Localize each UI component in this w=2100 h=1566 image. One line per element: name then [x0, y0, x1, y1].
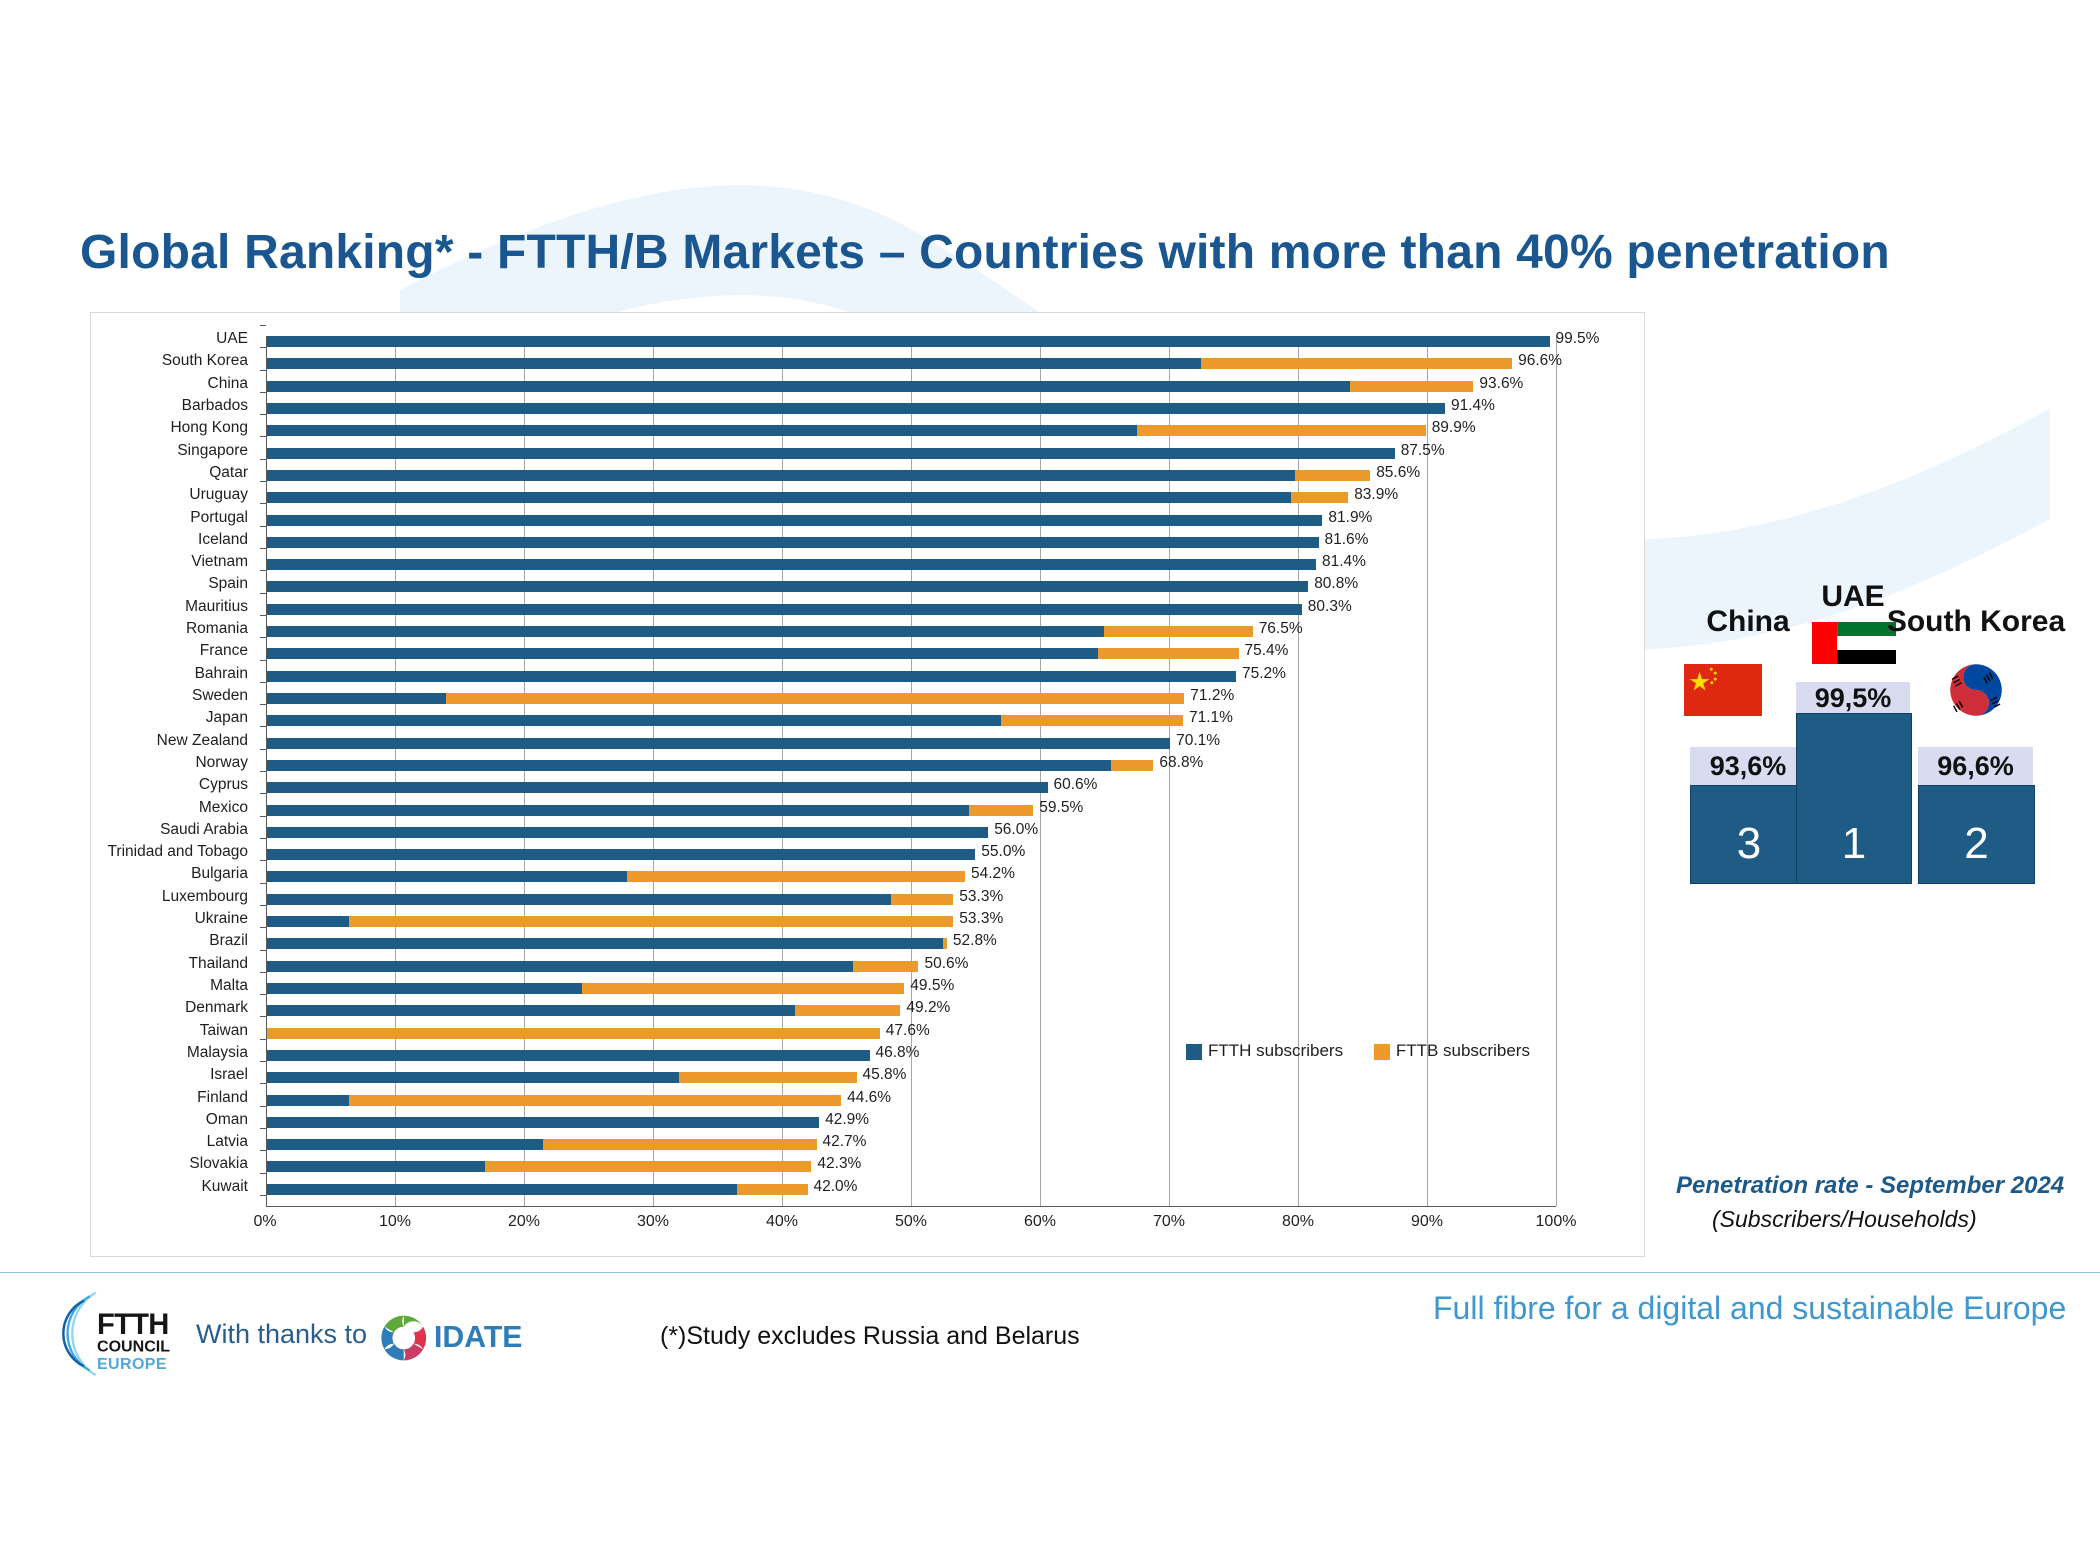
svg-text:FTTH: FTTH	[97, 1309, 169, 1341]
svg-text:EUROPE: EUROPE	[97, 1355, 167, 1373]
svg-text:IDATE: IDATE	[434, 1321, 522, 1354]
svg-text:COUNCIL: COUNCIL	[97, 1338, 170, 1356]
